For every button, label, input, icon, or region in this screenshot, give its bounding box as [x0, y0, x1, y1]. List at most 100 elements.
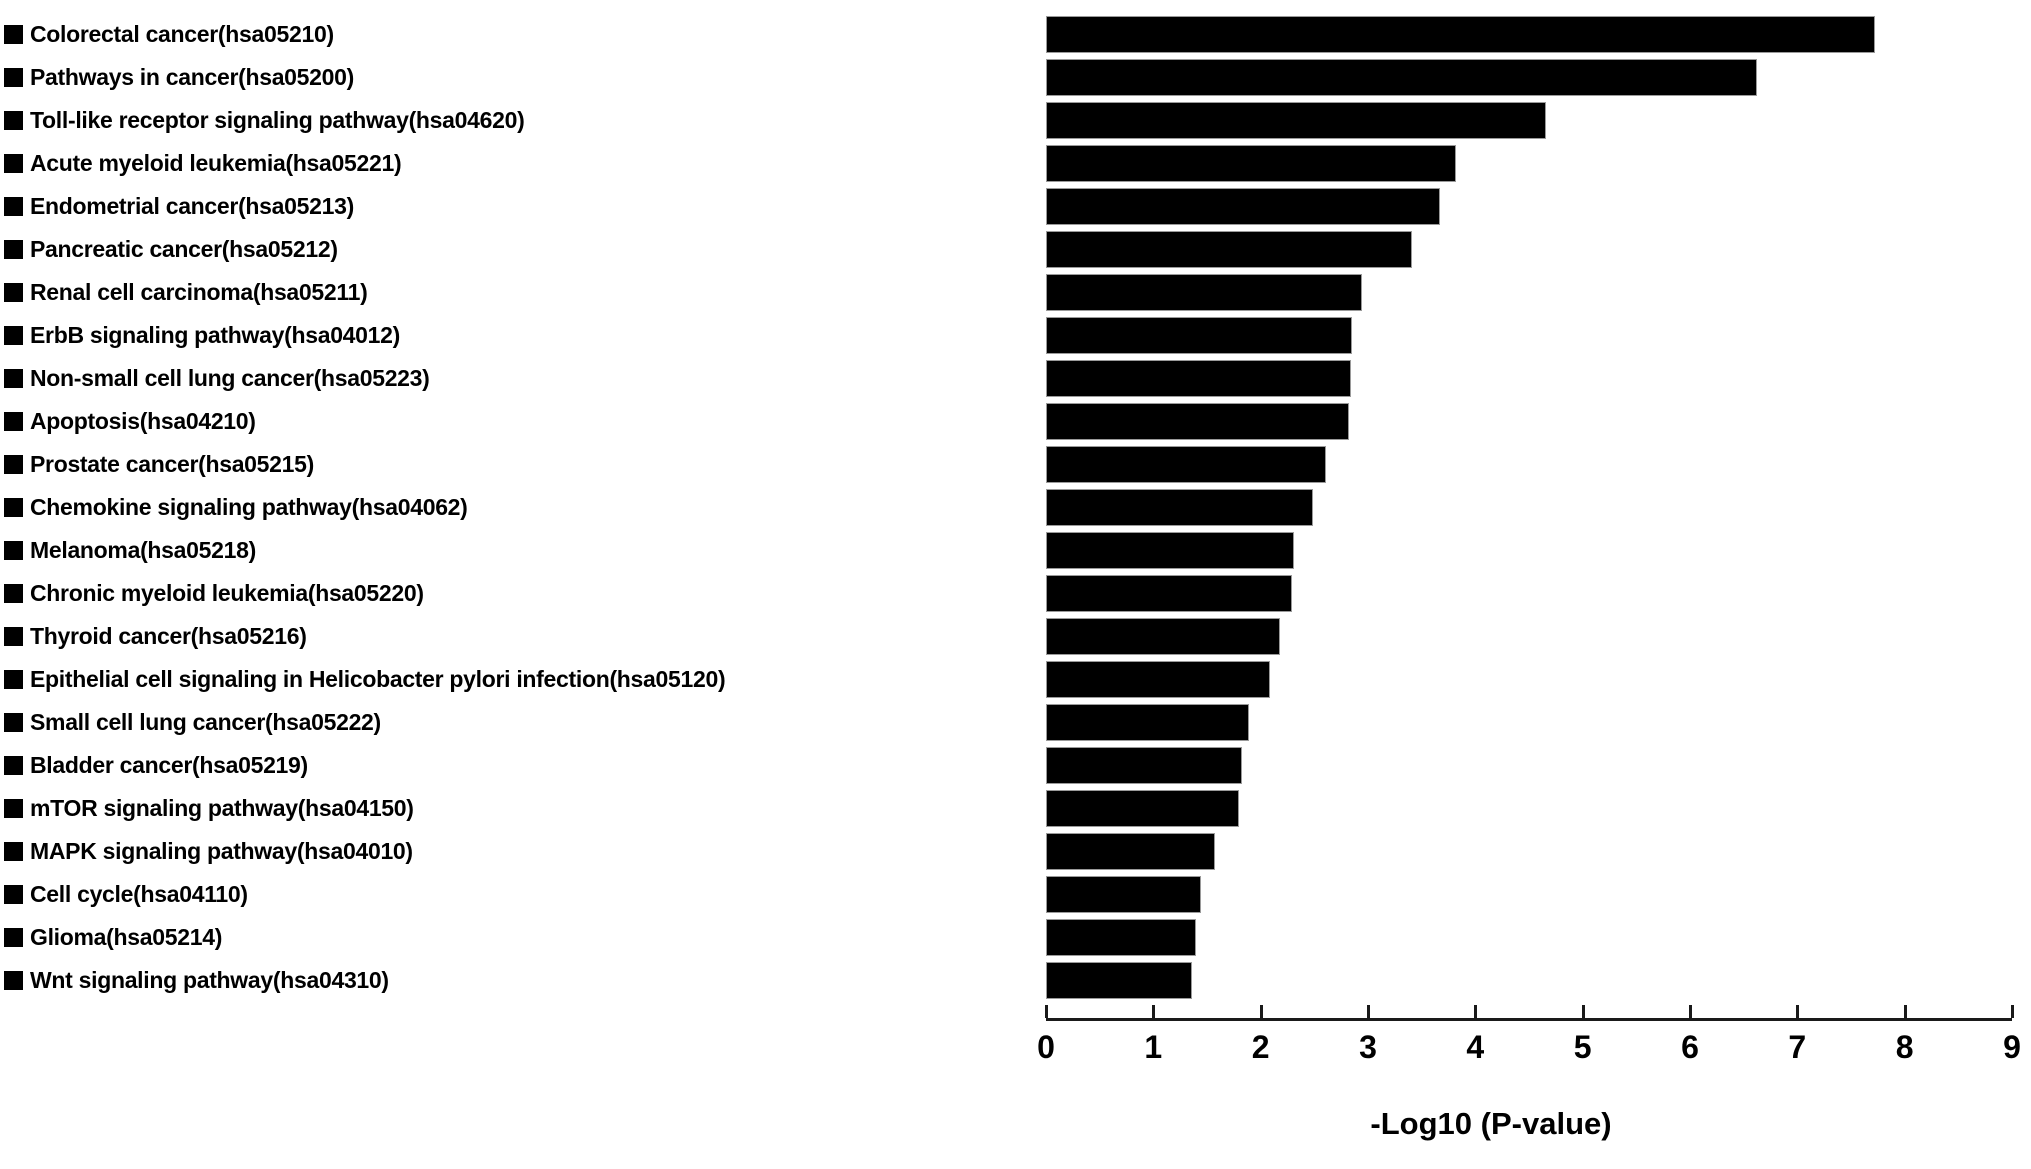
plot-cell [1046, 744, 2012, 787]
x-axis-tick [1688, 1005, 1692, 1018]
category-label-cell: Bladder cancer(hsa05219) [0, 754, 1046, 777]
x-axis-tick-label: 3 [1359, 1029, 1377, 1065]
chart-row: Thyroid cancer(hsa05216) [0, 615, 2031, 658]
bar [1046, 59, 1757, 96]
chart-row: MAPK signaling pathway(hsa04010) [0, 830, 2031, 873]
category-label: Bladder cancer(hsa05219) [30, 752, 308, 778]
category-label-cell: Epithelial cell signaling in Helicobacte… [0, 668, 1046, 691]
category-square-marker-icon [4, 584, 23, 603]
x-axis-tick-label: 1 [1144, 1029, 1163, 1065]
chart-row: Bladder cancer(hsa05219) [0, 744, 2031, 787]
category-square-marker-icon [4, 412, 23, 431]
category-label-cell: Colorectal cancer(hsa05210) [0, 23, 1046, 46]
category-square-marker-icon [4, 283, 23, 302]
category-label: Pancreatic cancer(hsa05212) [30, 236, 338, 262]
bar [1046, 231, 1412, 268]
category-square-marker-icon [4, 68, 23, 87]
category-square-marker-icon [4, 756, 23, 775]
x-axis-tick-label: 5 [1573, 1029, 1592, 1065]
category-square-marker-icon [4, 627, 23, 646]
plot-cell [1046, 873, 2012, 916]
plot-cell [1046, 959, 2012, 1002]
x-axis-tick [1581, 1005, 1585, 1018]
bar-rows: Colorectal cancer(hsa05210) Pathways in c… [0, 13, 2031, 1002]
category-square-marker-icon [4, 111, 23, 130]
x-axis-tick [1152, 1005, 1156, 1018]
x-axis-tick [2011, 1005, 2014, 1018]
category-label-cell: Cell cycle(hsa04110) [0, 883, 1046, 906]
bar [1046, 188, 1440, 225]
category-square-marker-icon [4, 799, 23, 818]
x-axis-tick [1903, 1005, 1907, 1018]
plot-cell [1046, 357, 2012, 400]
plot-cell [1046, 701, 2012, 744]
chart-row: Prostate cancer(hsa05215) [0, 443, 2031, 486]
x-axis-tick-label: 7 [1788, 1029, 1807, 1065]
bar [1046, 919, 1197, 956]
x-axis-tick-label: 8 [1895, 1029, 1914, 1065]
category-label: mTOR signaling pathway(hsa04150) [30, 795, 414, 821]
bar [1046, 876, 1201, 913]
category-label: Colorectal cancer(hsa05210) [30, 21, 334, 47]
category-label: Toll-like receptor signaling pathway(hsa… [30, 107, 525, 133]
category-square-marker-icon [4, 713, 23, 732]
category-label-cell: Prostate cancer(hsa05215) [0, 453, 1046, 476]
x-axis-tick [1259, 1005, 1263, 1018]
x-axis [1045, 1003, 2014, 1021]
bar [1046, 102, 1547, 139]
bar [1046, 446, 1327, 483]
category-label: Chronic myeloid leukemia(hsa05220) [30, 580, 424, 606]
chart-row: Chemokine signaling pathway(hsa04062) [0, 486, 2031, 529]
bar [1046, 145, 1456, 182]
category-square-marker-icon [4, 928, 23, 947]
category-label: Apoptosis(hsa04210) [30, 408, 256, 434]
chart-row: Epithelial cell signaling in Helicobacte… [0, 658, 2031, 701]
bar [1046, 274, 1362, 311]
chart-row: ErbB signaling pathway(hsa04012) [0, 314, 2031, 357]
chart-row: Non-small cell lung cancer(hsa05223) [0, 357, 2031, 400]
x-axis-tick [1474, 1005, 1478, 1018]
category-label-cell: Wnt signaling pathway(hsa04310) [0, 969, 1046, 992]
bar [1046, 360, 1351, 397]
chart-row: Apoptosis(hsa04210) [0, 400, 2031, 443]
category-label-cell: Chemokine signaling pathway(hsa04062) [0, 496, 1046, 519]
x-axis-tick [1045, 1005, 1048, 1018]
category-square-marker-icon [4, 971, 23, 990]
plot-cell [1046, 830, 2012, 873]
chart-row: Pancreatic cancer(hsa05212) [0, 228, 2031, 271]
plot-cell [1046, 443, 2012, 486]
category-square-marker-icon [4, 498, 23, 517]
x-axis-title-text: -Log10 (P-value) [1370, 1106, 1612, 1141]
bar [1046, 790, 1240, 827]
category-label: Prostate cancer(hsa05215) [30, 451, 314, 477]
bar [1046, 618, 1280, 655]
x-axis-tick-label: 0 [1037, 1029, 1055, 1065]
plot-cell [1046, 529, 2012, 572]
bar [1046, 704, 1249, 741]
chart-row: Small cell lung cancer(hsa05222) [0, 701, 2031, 744]
category-label: Acute myeloid leukemia(hsa05221) [30, 150, 402, 176]
chart-row: Colorectal cancer(hsa05210) [0, 13, 2031, 56]
chart-row: Chronic myeloid leukemia(hsa05220) [0, 572, 2031, 615]
x-axis-tick-label: 6 [1681, 1029, 1699, 1065]
category-label: Small cell lung cancer(hsa05222) [30, 709, 381, 735]
bar [1046, 833, 1215, 870]
category-square-marker-icon [4, 541, 23, 560]
chart-row: Acute myeloid leukemia(hsa05221) [0, 142, 2031, 185]
category-square-marker-icon [4, 455, 23, 474]
x-axis-tick-labels: 0 1 2 3 4 5 6 7 8 9 [1037, 1029, 2021, 1069]
plot-cell [1046, 658, 2012, 701]
category-label-cell: Toll-like receptor signaling pathway(hsa… [0, 109, 1046, 132]
category-label-cell: Endometrial cancer(hsa05213) [0, 195, 1046, 218]
chart-row: Glioma(hsa05214) [0, 916, 2031, 959]
plot-cell [1046, 228, 2012, 271]
plot-cell [1046, 314, 2012, 357]
bar [1046, 747, 1243, 784]
chart-row: Pathways in cancer(hsa05200) [0, 56, 2031, 99]
category-label: Renal cell carcinoma(hsa05211) [30, 279, 368, 305]
category-label: Cell cycle(hsa04110) [30, 881, 248, 907]
plot-cell [1046, 400, 2012, 443]
bar [1046, 532, 1294, 569]
plot-cell [1046, 185, 2012, 228]
